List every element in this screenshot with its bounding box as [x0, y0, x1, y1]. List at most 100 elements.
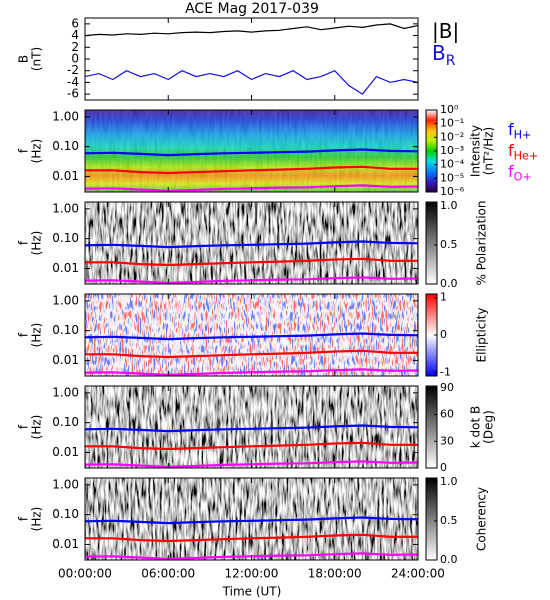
y-axis-label: f	[17, 240, 31, 245]
spectrogram	[85, 386, 418, 468]
colorbar	[425, 201, 438, 285]
frequency-line	[84, 148, 419, 157]
y-tick-label: 1.00	[52, 385, 79, 399]
legend-entry: BR	[432, 41, 456, 70]
colorbar-tick-label: 0.0	[440, 553, 458, 566]
colorbar-tick-label: 1	[440, 291, 447, 304]
colorbar-label: k dot B	[469, 406, 483, 448]
x-tick-label: 12:00:00	[225, 567, 279, 581]
frequency-line	[85, 349, 418, 359]
colorbar-tick-label: 10⁻¹	[440, 117, 464, 130]
colorbar-tick-label: 60	[440, 408, 454, 421]
y-tick-label: -6	[67, 87, 79, 101]
y-tick-label: 0.01	[52, 353, 79, 367]
colorbar-label: Coherency	[475, 487, 489, 551]
y-tick-label: 1.00	[52, 477, 79, 491]
plot-frame	[84, 201, 419, 285]
colorbar-tick-label: 1.0	[440, 475, 458, 488]
y-tick-label: 0.01	[52, 537, 79, 551]
x-tick-label: 00:00:00	[58, 567, 112, 581]
y-tick-label: 4	[71, 28, 79, 42]
frequency-line	[85, 257, 418, 267]
y-tick-label: 0.10	[52, 415, 79, 429]
frequency-line	[84, 332, 419, 341]
frequency-line	[84, 240, 419, 249]
y-tick-label: 0.10	[52, 231, 79, 245]
y-tick-label: 1.00	[52, 201, 79, 215]
y-axis-label: (Hz)	[30, 323, 44, 348]
legend-name: f	[508, 162, 514, 181]
y-tick-label: 0.10	[52, 507, 79, 521]
spectrogram	[85, 202, 418, 284]
legend-sub: H+	[514, 129, 532, 142]
x-axis-label: Time (UT)	[222, 585, 282, 599]
data-line	[84, 23, 419, 37]
spectrogram	[85, 294, 418, 376]
colorbar-tick-label: 30	[440, 434, 454, 447]
plot-frame	[84, 293, 419, 377]
data-line	[84, 69, 419, 95]
colorbar-tick-label: 10⁻⁵	[440, 171, 464, 184]
legend-entry: fO+	[508, 162, 532, 184]
y-axis-label: (Hz)	[30, 415, 44, 440]
y-axis-label: (nT)	[30, 47, 44, 71]
legend-sub: He+	[514, 150, 539, 163]
y-axis-label: f	[17, 424, 31, 429]
y-tick-label: 0.10	[52, 139, 79, 153]
colorbar-label: (Deg)	[482, 410, 496, 444]
colorbar-tick-label: 0.0	[440, 277, 458, 290]
spectrogram-texture	[85, 110, 418, 192]
legend-name: B	[432, 41, 446, 65]
colorbar-label: Intensity	[469, 125, 483, 177]
legend-sub: O+	[514, 171, 532, 184]
colorbar-label: (nT²/Hz)	[482, 127, 496, 175]
frequency-line	[84, 516, 419, 525]
colorbar	[425, 385, 438, 469]
colorbar	[425, 477, 438, 561]
colorbar-tick-label: 0.5	[440, 514, 458, 527]
plot-frame	[84, 477, 419, 561]
y-tick-label: 6	[71, 16, 79, 30]
plot-frame	[84, 385, 419, 469]
colorbar-tick-label: 10⁻³	[440, 144, 464, 157]
y-tick-label: -4	[67, 75, 79, 89]
plot-frame	[84, 17, 419, 101]
colorbar-label: % Polarization	[475, 201, 489, 286]
x-tick-label: 24:00:00	[391, 567, 445, 581]
y-axis-label: (Hz)	[30, 231, 44, 256]
legend-sub: R	[446, 53, 456, 69]
chart-title: ACE Mag 2017-039	[185, 1, 319, 17]
y-tick-label: -2	[67, 63, 79, 77]
y-axis-label: (Hz)	[30, 139, 44, 164]
colorbar-tick-label: 0.5	[440, 238, 458, 251]
colorbar-tick-label: -1	[440, 365, 451, 378]
colorbar-label: Ellipticity	[475, 308, 489, 363]
frequency-line	[84, 424, 419, 433]
x-tick-label: 06:00:00	[141, 567, 195, 581]
y-axis-label: B	[17, 55, 31, 63]
frequency-line	[85, 441, 418, 451]
legend-entry: fHe+	[508, 141, 538, 163]
y-tick-label: 0.01	[52, 261, 79, 275]
y-axis-label: (Hz)	[30, 507, 44, 532]
colorbar-tick-label: 1.0	[440, 199, 458, 212]
frequency-line	[85, 533, 418, 543]
colorbar-tick-label: 10⁻⁶	[440, 185, 465, 198]
y-axis-label: f	[17, 332, 31, 337]
legend-name: f	[508, 120, 514, 139]
colorbar-tick-label: 10⁻²	[440, 130, 464, 143]
y-tick-label: 0.01	[52, 445, 79, 459]
y-tick-label: 2	[71, 40, 79, 54]
colorbar-tick-label: 0	[440, 461, 447, 474]
legend-name: f	[508, 141, 514, 160]
legend-entry: |B|	[432, 19, 459, 43]
y-tick-label: 0.01	[52, 169, 79, 183]
spectrogram	[85, 478, 418, 560]
y-axis-label: f	[17, 148, 31, 153]
plot-frame	[84, 109, 419, 193]
legend-entry: fH+	[508, 120, 531, 142]
colorbar-tick-label: 10⁻⁴	[440, 158, 465, 171]
y-axis-label: f	[17, 516, 31, 521]
colorbar-tick-label: 10⁰	[440, 103, 459, 116]
